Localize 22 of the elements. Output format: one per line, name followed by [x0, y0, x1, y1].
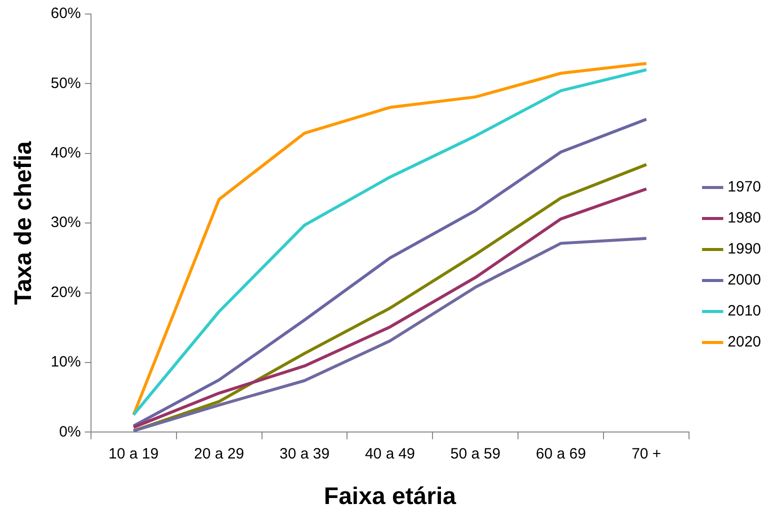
- y-tick-label: 60%: [50, 5, 81, 22]
- y-tick-label: 50%: [50, 74, 81, 92]
- legend-label: 2020: [728, 334, 762, 351]
- y-axis-title: Taxa de chefia: [10, 140, 38, 305]
- x-tick-label: 70 +: [632, 445, 662, 462]
- y-tick-label: 40%: [50, 144, 81, 162]
- y-tick-label: 0%: [59, 423, 81, 440]
- legend-label: 1990: [728, 240, 762, 258]
- x-tick-label: 60 a 69: [536, 445, 586, 462]
- x-tick-label: 20 a 29: [194, 445, 244, 462]
- legend-label: 2010: [728, 302, 762, 320]
- legend-label: 1980: [728, 210, 762, 227]
- legend-label: 2000: [728, 272, 762, 289]
- x-tick-label: 30 a 39: [279, 445, 330, 462]
- y-tick-label: 30%: [50, 214, 81, 232]
- x-tick-label: 40 a 49: [364, 445, 415, 462]
- y-tick-label: 20%: [50, 284, 81, 301]
- x-axis-title: Faixa etária: [324, 483, 457, 510]
- x-tick-label: 10 a 19: [108, 445, 159, 462]
- legend-label: 1970: [728, 178, 762, 196]
- x-tick-label: 50 a 59: [450, 445, 500, 462]
- y-tick-label: 10%: [50, 354, 81, 371]
